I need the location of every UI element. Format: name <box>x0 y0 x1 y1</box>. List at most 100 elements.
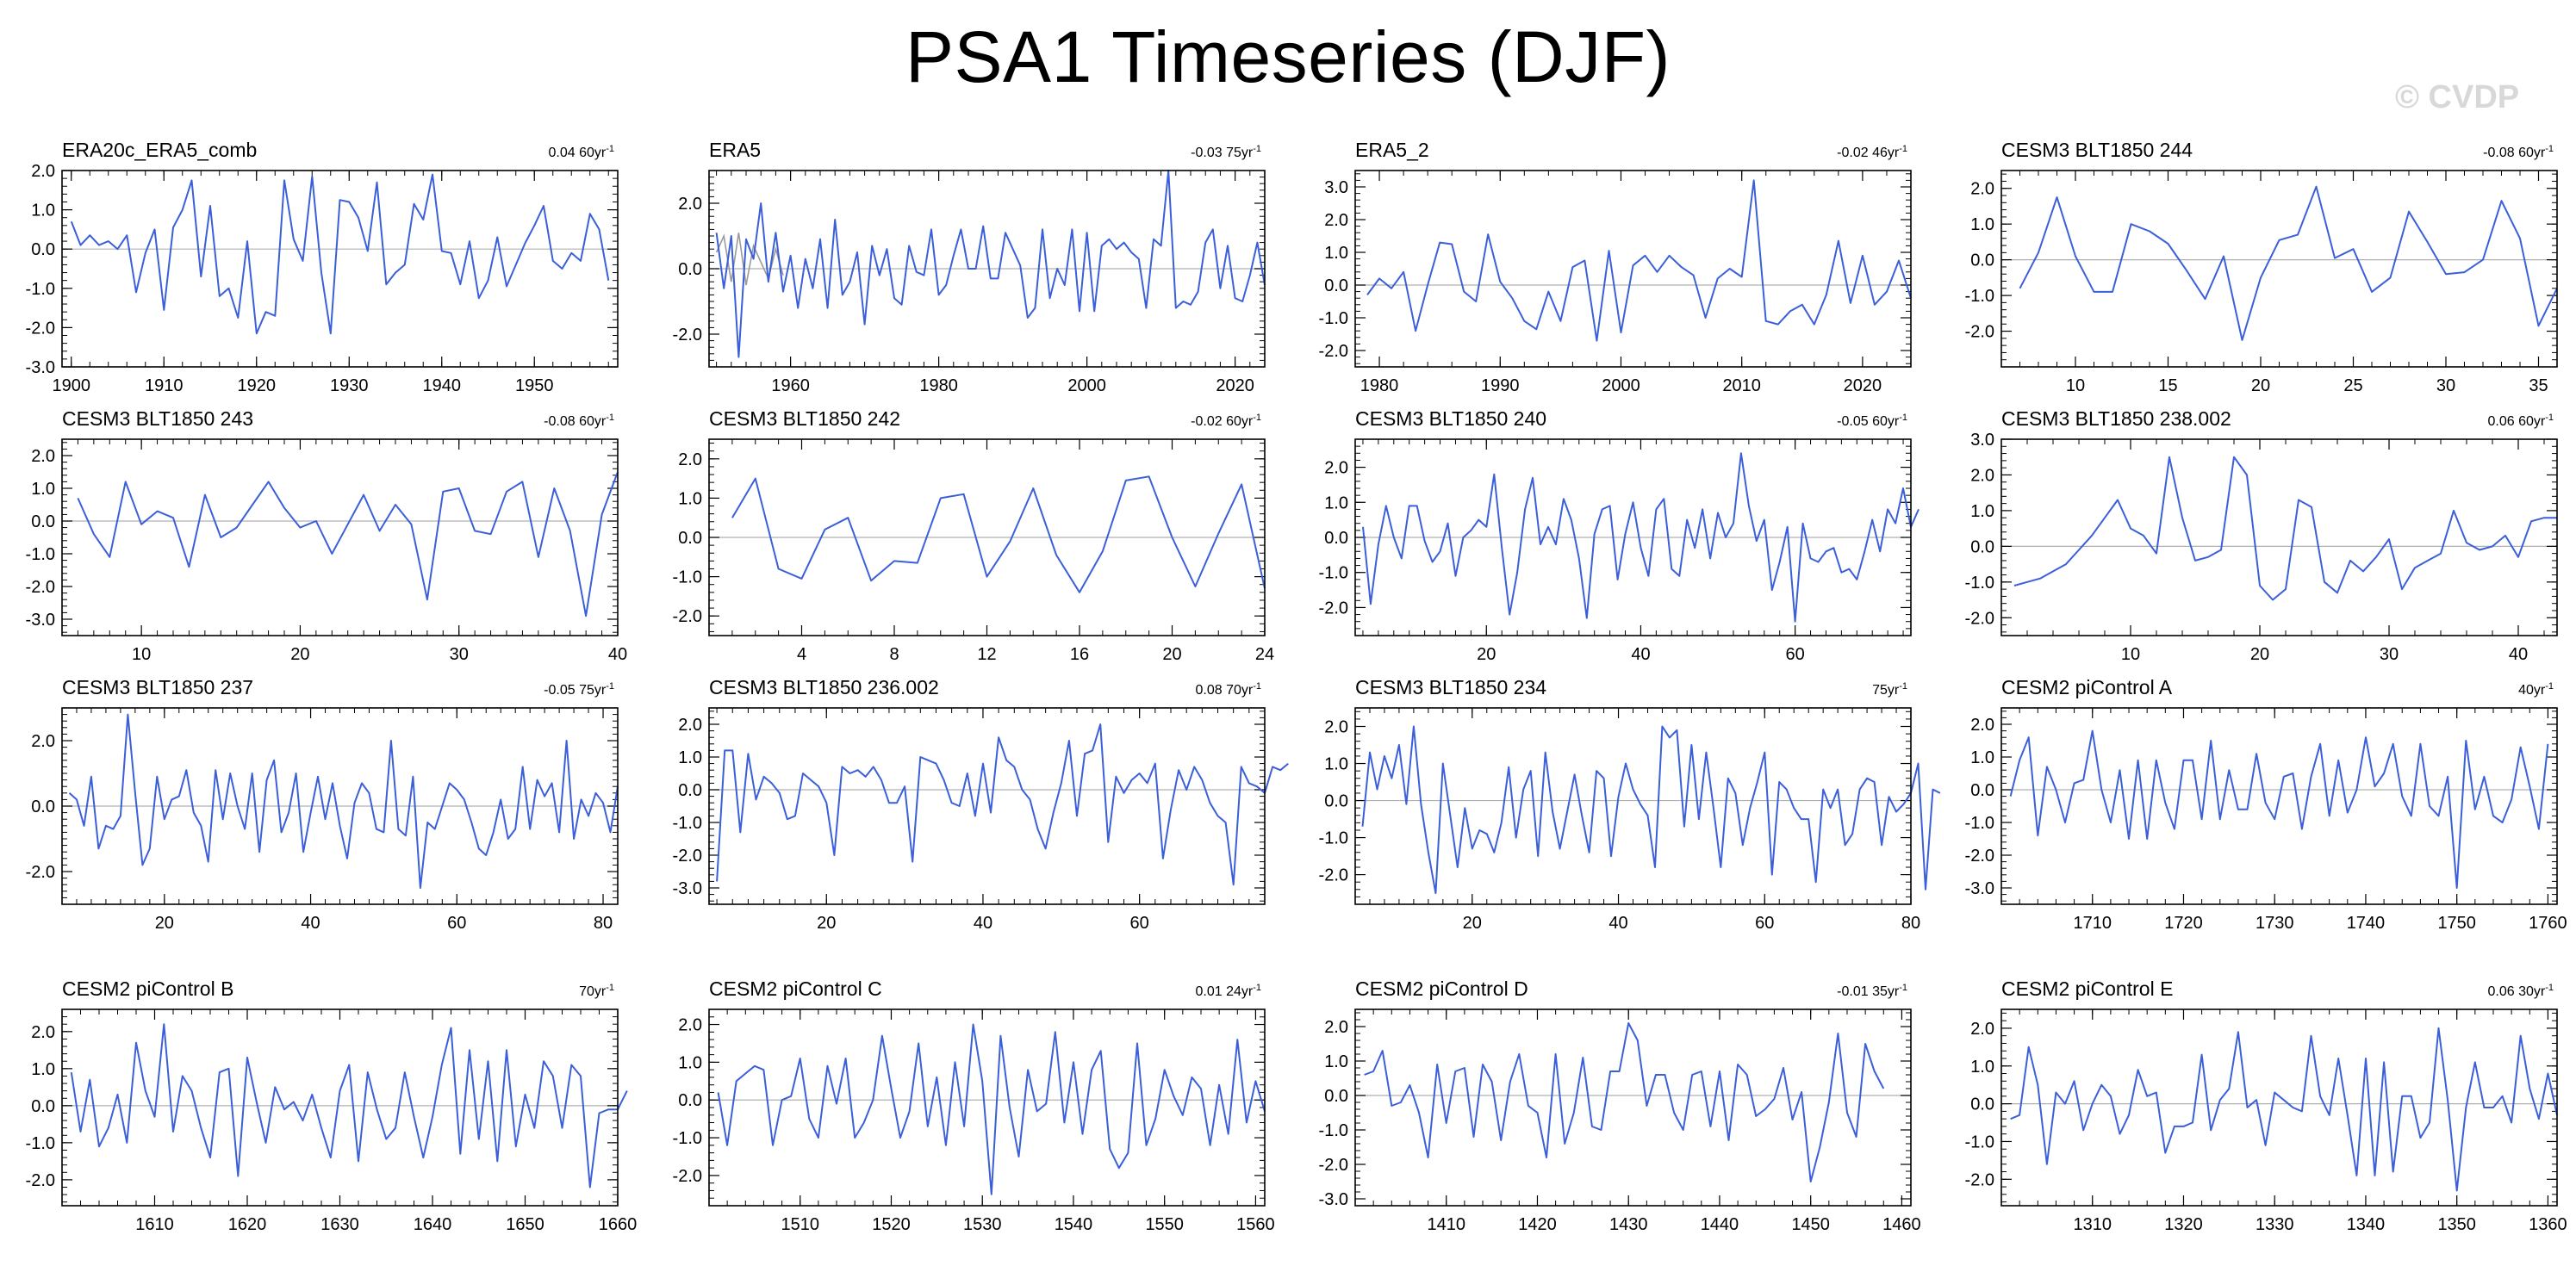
x-tick-label: 40 <box>1608 914 1627 933</box>
trend-label: 0.06 60yr-1 <box>2488 413 2554 429</box>
plot-frame <box>708 1008 1266 1207</box>
x-tick-label: 1920 <box>238 376 277 395</box>
x-tick-label: 1720 <box>2164 914 2203 933</box>
x-tick-label: 80 <box>594 914 613 933</box>
data-series-line <box>70 1023 628 1188</box>
y-tick-label: -2.0 <box>673 326 702 344</box>
x-tick-label: 2020 <box>1844 376 1882 395</box>
timeseries-panel-2: ERA5 -0.03 75yr-1 2.0 0.0 -2.0 1960 1980 2000 20… <box>673 139 1266 395</box>
x-tick-label: 1710 <box>2073 914 2112 933</box>
x-tick-label: 1980 <box>919 376 958 395</box>
trend-label: -0.02 60yr-1 <box>1191 413 1261 429</box>
x-tick-label: 40 <box>974 914 992 933</box>
data-series-line <box>77 471 619 617</box>
panel-title: CESM2 piControl B <box>62 977 233 1000</box>
data-series-line <box>716 723 1289 886</box>
x-tick-label: 40 <box>1631 645 1650 664</box>
x-tick-label: 1450 <box>1791 1215 1830 1234</box>
y-tick-label: 0.0 <box>1324 1087 1348 1106</box>
x-tick-label: 1420 <box>1518 1215 1557 1234</box>
x-tick-label: 1750 <box>2437 914 2476 933</box>
y-tick-label: 2.0 <box>678 450 702 469</box>
panel-title: CESM3 BLT1850 236.002 <box>709 676 939 698</box>
trend-label: 0.06 30yr-1 <box>2488 983 2554 999</box>
panel-title: CESM3 BLT1850 244 <box>2001 139 2193 161</box>
x-tick-label: 20 <box>1463 914 1482 933</box>
x-tick-label: 1640 <box>414 1215 452 1234</box>
trend-label: -0.03 75yr-1 <box>1191 144 1261 160</box>
y-tick-label: -1.0 <box>673 814 702 833</box>
y-tick-label: 2.0 <box>1324 718 1348 737</box>
plot-frame <box>2000 1008 2558 1207</box>
x-tick-label: 20 <box>1477 645 1496 664</box>
plot-frame <box>2000 438 2558 636</box>
x-tick-label: 80 <box>1901 914 1920 933</box>
x-tick-label: 1660 <box>599 1215 638 1234</box>
panel-title: CESM2 piControl E <box>2001 977 2173 1000</box>
panel-title: ERA20c_ERA5_comb <box>62 139 257 161</box>
x-tick-label: 10 <box>2121 645 2140 664</box>
panel-title: CESM2 piControl D <box>1355 977 1528 1000</box>
y-tick-label: 0.0 <box>31 1097 55 1116</box>
x-tick-label: 1350 <box>2437 1215 2476 1234</box>
plot-frame <box>1354 170 1912 368</box>
x-tick-label: 20 <box>2250 645 2269 664</box>
timeseries-panel-4: CESM3 BLT1850 244 -0.08 60yr-1 2.0 1.0 0.0 -1… <box>1965 139 2558 395</box>
y-tick-label: -2.0 <box>26 578 55 597</box>
y-tick-label: -2.0 <box>1965 847 1994 866</box>
x-tick-label: 30 <box>2380 645 2399 664</box>
x-tick-label: 1900 <box>53 376 91 395</box>
x-tick-label: 1360 <box>2529 1215 2567 1234</box>
y-tick-label: -1.0 <box>1965 574 1994 593</box>
data-series-line <box>731 475 1266 593</box>
x-tick-label: 1960 <box>771 376 810 395</box>
x-tick-label: 1630 <box>320 1215 359 1234</box>
y-tick-label: -2.0 <box>26 1171 55 1190</box>
y-tick-label: 0.0 <box>1324 792 1348 811</box>
x-tick-label: 1950 <box>515 376 554 395</box>
trend-label: -0.05 60yr-1 <box>1837 413 1907 429</box>
y-tick-label: -1.0 <box>673 1129 702 1148</box>
trend-label: -0.05 75yr-1 <box>544 681 614 698</box>
y-tick-label: -2.0 <box>1319 342 1348 361</box>
y-tick-label: 1.0 <box>678 1053 702 1072</box>
y-tick-label: 0.0 <box>1324 529 1348 548</box>
y-tick-label: -3.0 <box>26 358 55 377</box>
x-tick-label: 1330 <box>2256 1215 2294 1234</box>
y-tick-label: 0.0 <box>31 240 55 259</box>
x-tick-label: 25 <box>2343 376 2362 395</box>
trend-label: 75yr-1 <box>1872 681 1907 698</box>
y-tick-label: 0.0 <box>678 1091 702 1110</box>
y-tick-label: 1.0 <box>31 480 55 499</box>
x-tick-label: 1730 <box>2256 914 2294 933</box>
timeseries-panel-3: ERA5_2 -0.02 46yr-1 3.0 2.0 1.0 0.0 -1.0 -2.0 19… <box>1319 139 1912 395</box>
timeseries-panel-1: ERA20c_ERA5_comb 0.04 60yr-1 2.0 1.0 0.0 -1.0… <box>26 139 619 395</box>
y-tick-label: -1.0 <box>1319 564 1348 583</box>
x-tick-label: 35 <box>2529 376 2548 395</box>
y-tick-label: 2.0 <box>1970 180 1994 199</box>
plot-frame <box>61 1008 619 1207</box>
x-tick-label: 1740 <box>2347 914 2386 933</box>
data-series-line <box>2013 456 2557 601</box>
data-series-line <box>70 173 610 335</box>
x-tick-label: 1990 <box>1481 376 1520 395</box>
y-tick-label: 2.0 <box>1324 459 1348 478</box>
plot-frame <box>1354 707 1912 905</box>
x-tick-label: 1530 <box>963 1215 1002 1234</box>
x-tick-label: 1320 <box>2164 1215 2203 1234</box>
y-tick-label: -3.0 <box>673 879 702 898</box>
y-tick-label: 3.0 <box>1970 431 1994 450</box>
plot-frame <box>61 170 619 368</box>
x-tick-label: 20 <box>2251 376 2270 395</box>
y-tick-label: -2.0 <box>1965 1170 1994 1189</box>
data-series-line <box>715 170 1266 358</box>
plot-frame <box>708 438 1266 636</box>
panel-title: CESM2 piControl A <box>2001 676 2173 698</box>
y-tick-label: 0.0 <box>678 260 702 279</box>
y-tick-label: -2.0 <box>673 607 702 626</box>
x-tick-label: 8 <box>889 645 899 664</box>
panel-title: CESM3 BLT1850 238.002 <box>2001 407 2231 430</box>
plot-frame <box>2000 707 2558 905</box>
x-tick-label: 30 <box>2436 376 2455 395</box>
x-tick-label: 2010 <box>1722 376 1761 395</box>
